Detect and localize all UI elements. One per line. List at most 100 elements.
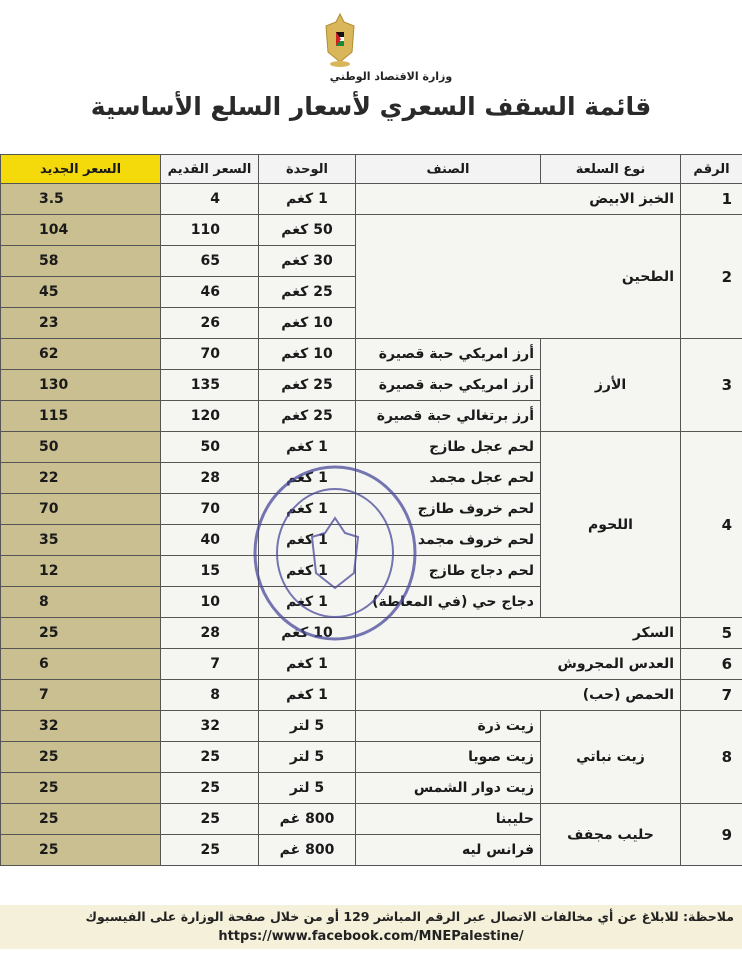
old-price: 15: [160, 555, 259, 587]
item-number: 8: [680, 710, 742, 804]
commodity-type: اللحوم: [540, 431, 681, 618]
new-price: 104: [0, 214, 161, 246]
old-price: 70: [160, 493, 259, 525]
table-row: 7 الحمص (حب) 1 كغم 8 7: [0, 679, 742, 711]
new-price: 45: [0, 276, 161, 308]
column-header-new-price: السعر الجديد: [0, 154, 161, 184]
unit: 1 كغم: [258, 524, 356, 556]
unit: 1 كغم: [258, 431, 356, 463]
table-row: أرز برتغالي حبة قصيرة 25 كغم 120 115: [0, 400, 742, 432]
old-price: 4: [160, 183, 259, 215]
table-row: فرانس ليه 800 غم 25 25: [0, 834, 742, 866]
old-price: 135: [160, 369, 259, 401]
new-price: 6: [0, 648, 161, 680]
ministry-name-text: وزارة الاقتصاد الوطني: [329, 70, 453, 83]
unit: 10 كغم: [258, 307, 356, 339]
item-number: 7: [680, 679, 742, 711]
table-row: زيت دوار الشمس 5 لتر 25 25: [0, 772, 742, 804]
commodity-type: الخبز الابيض: [355, 183, 681, 215]
item-number: 2: [680, 214, 742, 339]
item-number: 4: [680, 431, 742, 618]
new-price: 62: [0, 338, 161, 370]
category: لحم خروف مجمد: [355, 524, 541, 556]
table-row: 1 الخبز الابيض 1 كغم 4 3.5: [0, 183, 742, 215]
unit: 25 كغم: [258, 369, 356, 401]
table-header-row: الرقم نوع السلعة الصنف الوحدة السعر القد…: [0, 154, 742, 184]
old-price: 8: [160, 679, 259, 711]
table-row: لحم خروف مجمد 1 كغم 40 35: [0, 524, 742, 556]
unit: 10 كغم: [258, 338, 356, 370]
table-row: 3 الأرز أرز امريكي حبة قصيرة 10 كغم 70 62: [0, 338, 742, 432]
new-price: 70: [0, 493, 161, 525]
category: فرانس ليه: [355, 834, 541, 866]
table-row: 5 السكر 10 كغم 28 25: [0, 617, 742, 649]
item-number: 1: [680, 183, 742, 215]
table-row: 4 اللحوم لحم عجل طازج 1 كغم 50 50: [0, 431, 742, 618]
unit: 800 غم: [258, 834, 356, 866]
category: أرز برتغالي حبة قصيرة: [355, 400, 541, 432]
palestine-emblem-logo: [325, 12, 355, 67]
old-price: 26: [160, 307, 259, 339]
commodity-type: السكر: [355, 617, 681, 649]
unit: 800 غم: [258, 803, 356, 835]
new-price: 115: [0, 400, 161, 432]
unit: 50 كغم: [258, 214, 356, 246]
old-price: 25: [160, 803, 259, 835]
old-price: 40: [160, 524, 259, 556]
category: زيت ذرة: [355, 710, 541, 742]
category: لحم عجل طازج: [355, 431, 541, 463]
old-price: 110: [160, 214, 259, 246]
facebook-link[interactable]: https://www.facebook.com/MNEPalestine/: [218, 929, 524, 944]
unit: 25 كغم: [258, 400, 356, 432]
new-price: 25: [0, 834, 161, 866]
column-header-old-price: السعر القديم: [160, 154, 259, 184]
new-price: 25: [0, 803, 161, 835]
unit: 1 كغم: [258, 648, 356, 680]
old-price: 50: [160, 431, 259, 463]
new-price: 8: [0, 586, 161, 618]
new-price: 50: [0, 431, 161, 463]
commodity-type: الأرز: [540, 338, 681, 432]
commodity-type: زيت نباتي: [540, 710, 681, 804]
column-header-category: الصنف: [355, 154, 541, 184]
item-number: 6: [680, 648, 742, 680]
commodity-type: حليب مجفف: [540, 803, 681, 866]
table-row: 6 العدس المجروش 1 كغم 7 6: [0, 648, 742, 680]
new-price: 12: [0, 555, 161, 587]
column-header-type: نوع السلعة: [540, 154, 681, 184]
unit: 1 كغم: [258, 183, 356, 215]
old-price: 25: [160, 741, 259, 773]
old-price: 32: [160, 710, 259, 742]
new-price: 23: [0, 307, 161, 339]
new-price: 25: [0, 617, 161, 649]
old-price: 25: [160, 834, 259, 866]
new-price: 25: [0, 741, 161, 773]
table-row: دجاج حي (في المعاطة) 1 كغم 10 8: [0, 586, 742, 618]
item-number: 3: [680, 338, 742, 432]
table-row: أرز امريكي حبة قصيرة 25 كغم 135 130: [0, 369, 742, 401]
note-text: ملاحظة: للابلاغ عن أي مخالفات الاتصال عب…: [85, 909, 734, 924]
column-header-number: الرقم: [680, 154, 742, 184]
new-price: 58: [0, 245, 161, 277]
new-price: 22: [0, 462, 161, 494]
category: زيت دوار الشمس: [355, 772, 541, 804]
new-price: 25: [0, 772, 161, 804]
item-number: 5: [680, 617, 742, 649]
category: أرز امريكي حبة قصيرة: [355, 369, 541, 401]
item-number: 9: [680, 803, 742, 866]
page-title: قائمة السقف السعري لأسعار السلع الأساسية: [90, 92, 652, 121]
new-price: 130: [0, 369, 161, 401]
unit: 1 كغم: [258, 679, 356, 711]
old-price: 70: [160, 338, 259, 370]
table-row: 30 كغم 65 58: [0, 245, 742, 277]
old-price: 10: [160, 586, 259, 618]
table-row: 9 حليب مجفف حليبنا 800 غم 25 25: [0, 803, 742, 866]
note-box: ملاحظة: للابلاغ عن أي مخالفات الاتصال عب…: [0, 905, 742, 949]
old-price: 28: [160, 462, 259, 494]
new-price: 32: [0, 710, 161, 742]
category: حليبنا: [355, 803, 541, 835]
old-price: 65: [160, 245, 259, 277]
unit: 5 لتر: [258, 710, 356, 742]
old-price: 46: [160, 276, 259, 308]
ministry-name: وزارة الاقتصاد الوطني: [0, 70, 742, 83]
